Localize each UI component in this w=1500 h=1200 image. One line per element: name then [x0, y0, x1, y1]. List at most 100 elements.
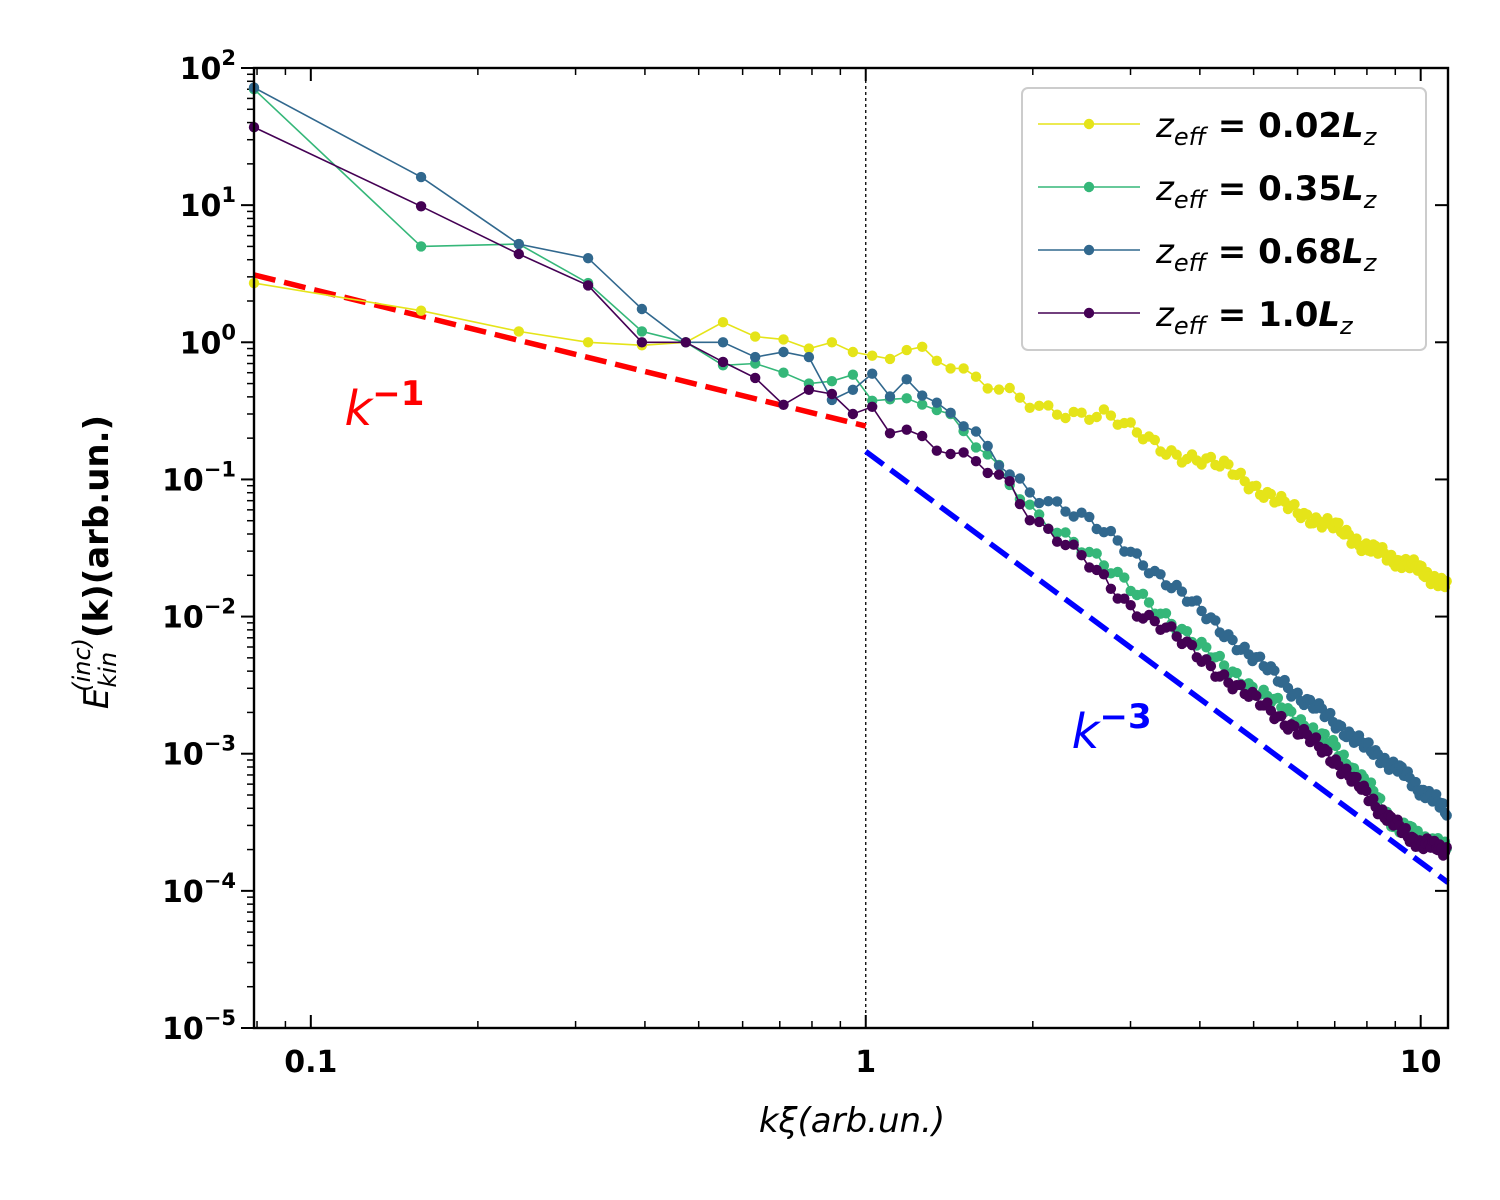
series-point — [958, 363, 969, 374]
y-tick-base: 10 — [180, 189, 222, 224]
series-point — [1351, 772, 1362, 783]
series-point — [1279, 674, 1290, 686]
x-tick-labels: 0.1 1 10 — [284, 1045, 1441, 1080]
legend-label-value: = 1.0 — [1206, 295, 1318, 335]
legend-label-L: L — [1318, 295, 1340, 335]
series-point — [1292, 687, 1303, 698]
series-point — [1322, 746, 1333, 757]
series-point — [1105, 583, 1117, 594]
series-point — [826, 337, 838, 348]
series-point — [750, 351, 761, 363]
series-point — [717, 337, 729, 348]
series-point — [1214, 650, 1226, 662]
legend-label-sub: eff — [1174, 186, 1209, 214]
legend-label-value: = 0.68 — [1206, 232, 1342, 272]
series-point — [1235, 467, 1247, 478]
y-tick-label: 10−2 — [162, 595, 236, 636]
y-tick-exponent: −5 — [204, 1006, 236, 1030]
series-point — [1210, 615, 1221, 626]
series-point — [993, 384, 1005, 395]
series-point — [1125, 600, 1136, 611]
series-point — [513, 238, 524, 250]
series-point — [867, 401, 878, 412]
series-point — [1149, 434, 1161, 446]
series-point — [1191, 595, 1203, 606]
y-tick-base: 10 — [162, 738, 204, 773]
series-point — [1034, 516, 1045, 528]
legend-marker — [1083, 118, 1095, 130]
series-point — [1051, 527, 1063, 538]
series-point — [931, 355, 942, 366]
series-point — [901, 374, 912, 385]
series-point — [1269, 665, 1280, 676]
plot-frame — [252, 66, 1450, 1030]
series-point — [1098, 569, 1110, 580]
series-point — [1137, 588, 1149, 599]
series-point — [1131, 427, 1143, 438]
y-tick-label: 10−5 — [162, 1006, 236, 1047]
legend-label-base: z — [1155, 106, 1175, 146]
series-point — [931, 397, 942, 408]
series-point — [1068, 511, 1079, 522]
series-point — [1218, 660, 1230, 671]
series-point — [1051, 409, 1063, 420]
series-point — [1325, 707, 1336, 719]
series-point — [778, 399, 789, 410]
series-point — [582, 280, 594, 291]
y-tick-exponent: −4 — [204, 869, 236, 893]
y-tick-base: 10 — [162, 463, 204, 498]
series-point — [1310, 732, 1322, 743]
series-point — [1361, 785, 1372, 797]
legend-label-base: z — [1155, 169, 1175, 209]
series-point — [1060, 506, 1071, 517]
series-point — [1060, 412, 1071, 424]
series-point — [884, 428, 896, 439]
series-point — [1227, 634, 1238, 646]
series-point — [750, 372, 761, 384]
series-1 — [248, 277, 1452, 593]
series-4 — [248, 122, 1452, 861]
series-point — [1348, 763, 1360, 774]
series-point — [1218, 669, 1230, 680]
legend-label-value: = 0.02 — [1206, 106, 1342, 146]
y-tick-exponent: −1 — [204, 457, 236, 481]
series-point — [982, 440, 993, 452]
legend-box — [1021, 87, 1427, 351]
series-point — [1004, 476, 1015, 487]
series-point — [1201, 642, 1212, 653]
series-point — [1004, 382, 1015, 394]
legend-label: zeff = 1.0Lz — [1155, 295, 1354, 340]
series-point — [1024, 487, 1036, 498]
series-point — [1105, 525, 1117, 537]
legend-entry-1: zeff = 0.02Lz — [1038, 106, 1378, 151]
series-point — [415, 201, 427, 212]
series-point — [1014, 392, 1026, 403]
series-point — [778, 346, 789, 358]
series-point — [750, 331, 761, 342]
series-point — [1091, 411, 1102, 423]
series-point — [778, 367, 789, 378]
y-tick-exponent: 2 — [221, 46, 236, 70]
x-tick-label: 0.1 — [284, 1045, 337, 1080]
series-point — [1076, 550, 1087, 561]
series-point — [931, 445, 942, 456]
series-point — [917, 399, 928, 410]
legend-entry-2: zeff = 0.35Lz — [1038, 169, 1378, 214]
legend-marker — [1083, 244, 1095, 256]
series-point — [717, 317, 729, 328]
y-tick-label: 100 — [180, 320, 236, 361]
legend-label-sub: eff — [1174, 249, 1209, 277]
legend-label-L-sub: z — [1339, 312, 1354, 340]
fit-label-exponent: −3 — [1099, 697, 1151, 737]
series-point — [847, 369, 859, 380]
series-point — [1068, 539, 1079, 550]
series-point — [1438, 798, 1449, 809]
legend-label-L-sub: z — [1363, 123, 1378, 151]
series-point — [1235, 679, 1247, 691]
series-point — [1060, 527, 1071, 538]
series-point — [1014, 498, 1026, 510]
series-point — [901, 393, 912, 404]
y-tick-label: 10−3 — [162, 732, 236, 773]
